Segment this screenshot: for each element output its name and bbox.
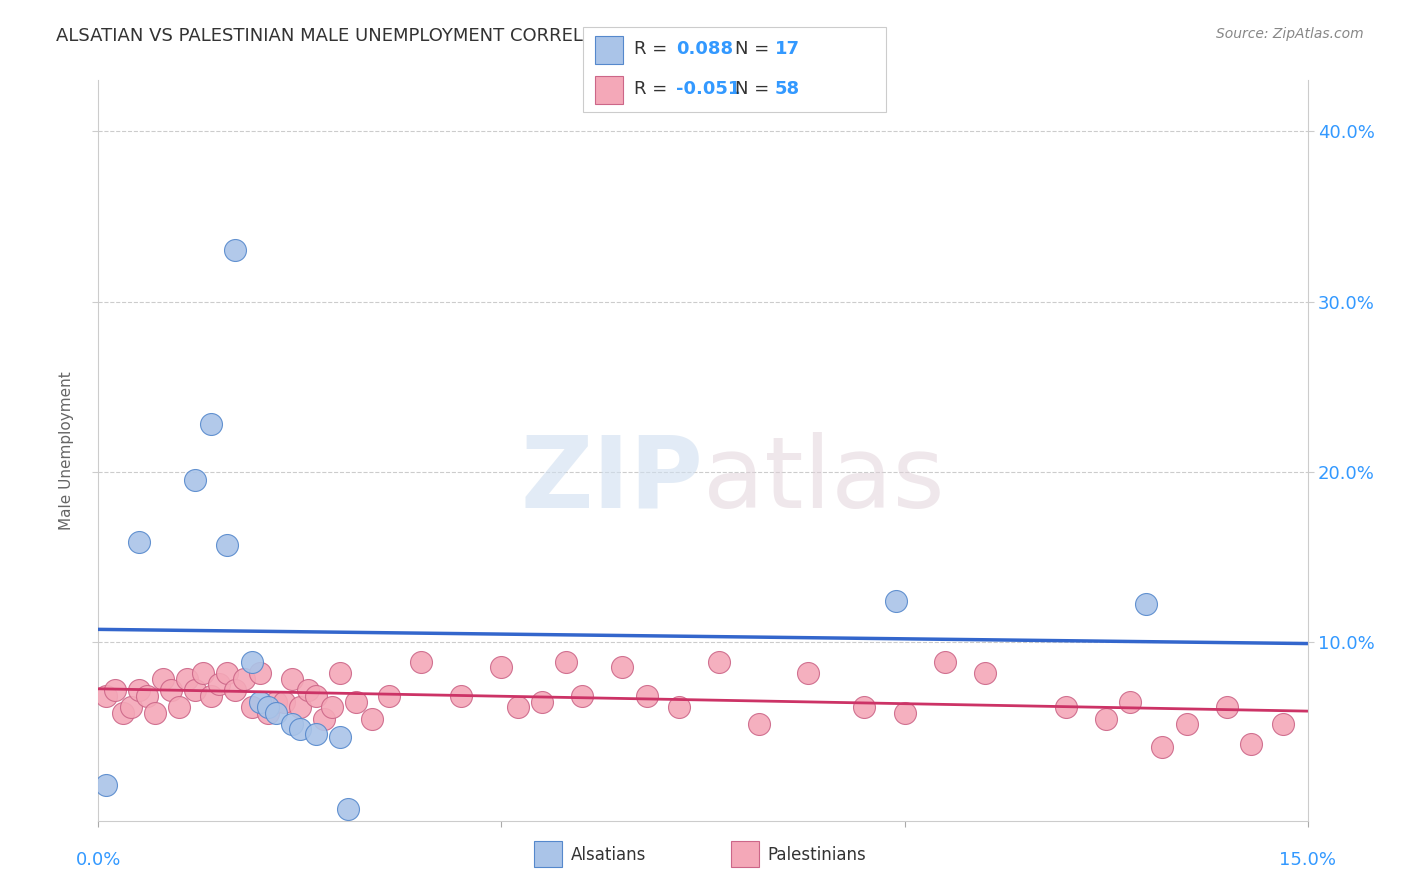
Point (1054, 699, 1077, 714)
Text: 0.088: 0.088 (676, 40, 734, 58)
Point (256, 706, 278, 721)
Point (1216, 699, 1239, 714)
Point (886, 594, 908, 608)
Point (288, 699, 311, 714)
Point (344, 694, 367, 708)
Point (314, 712, 336, 726)
Point (450, 690, 472, 704)
Point (506, 699, 529, 714)
Point (974, 665, 997, 680)
Point (1135, 598, 1157, 612)
Point (249, 665, 271, 680)
Text: Palestinians: Palestinians (768, 846, 866, 863)
Point (160, 682, 183, 697)
Point (96, 690, 118, 704)
Text: N =: N = (735, 80, 775, 98)
Point (200, 690, 222, 704)
Text: N =: N = (735, 40, 775, 58)
Point (143, 706, 166, 721)
Point (893, 706, 915, 721)
Text: R =: R = (634, 80, 673, 98)
Point (193, 665, 215, 680)
Point (96, 778, 118, 792)
Text: Alsatians: Alsatians (571, 846, 647, 863)
Point (120, 699, 142, 714)
Point (1240, 737, 1263, 751)
Text: ZIP: ZIP (520, 432, 703, 529)
Point (707, 656, 730, 670)
Point (249, 694, 271, 708)
Text: 15.0%: 15.0% (1279, 851, 1336, 869)
Point (217, 538, 239, 552)
Point (281, 673, 304, 687)
Point (224, 244, 246, 258)
Point (305, 690, 328, 704)
Point (281, 716, 304, 731)
Point (934, 656, 956, 670)
Point (555, 656, 578, 670)
Point (797, 665, 820, 680)
Point (1175, 716, 1198, 731)
Text: -0.051: -0.051 (676, 80, 741, 98)
Point (1272, 716, 1295, 731)
Point (264, 694, 287, 708)
Point (571, 690, 593, 704)
Text: ALSATIAN VS PALESTINIAN MALE UNEMPLOYMENT CORRELATION CHART: ALSATIAN VS PALESTINIAN MALE UNEMPLOYMEN… (56, 27, 704, 45)
Point (668, 699, 690, 714)
Point (103, 682, 125, 697)
Point (184, 473, 207, 487)
Point (409, 656, 432, 670)
Point (184, 682, 207, 697)
Point (1152, 740, 1174, 755)
Point (240, 656, 263, 670)
Text: 0.0%: 0.0% (76, 851, 121, 869)
Point (240, 699, 263, 714)
Point (305, 727, 328, 741)
Point (337, 802, 360, 816)
Point (361, 712, 384, 726)
Point (224, 682, 246, 697)
Text: R =: R = (634, 40, 673, 58)
Text: 58: 58 (775, 80, 800, 98)
Point (853, 699, 876, 714)
Point (256, 699, 278, 714)
Point (1095, 712, 1118, 726)
Point (491, 660, 513, 674)
Point (321, 699, 343, 714)
Text: atlas: atlas (703, 432, 945, 529)
Y-axis label: Male Unemployment: Male Unemployment (59, 371, 75, 530)
Point (329, 731, 352, 745)
Point (128, 682, 150, 697)
Point (217, 665, 239, 680)
Text: 17: 17 (775, 40, 800, 58)
Point (636, 690, 658, 704)
Text: Source: ZipAtlas.com: Source: ZipAtlas.com (1216, 27, 1364, 41)
Point (329, 665, 352, 680)
Point (748, 716, 770, 731)
Point (273, 694, 295, 708)
Point (612, 660, 634, 674)
Point (297, 682, 319, 697)
Point (288, 722, 311, 736)
Point (111, 706, 134, 721)
Point (208, 677, 231, 691)
Point (1119, 694, 1142, 708)
Point (264, 706, 287, 721)
Point (135, 690, 157, 704)
Point (128, 534, 150, 549)
Point (232, 673, 254, 687)
Point (530, 694, 553, 708)
Point (377, 690, 399, 704)
Point (200, 417, 222, 431)
Point (152, 673, 174, 687)
Point (176, 673, 198, 687)
Point (167, 699, 190, 714)
